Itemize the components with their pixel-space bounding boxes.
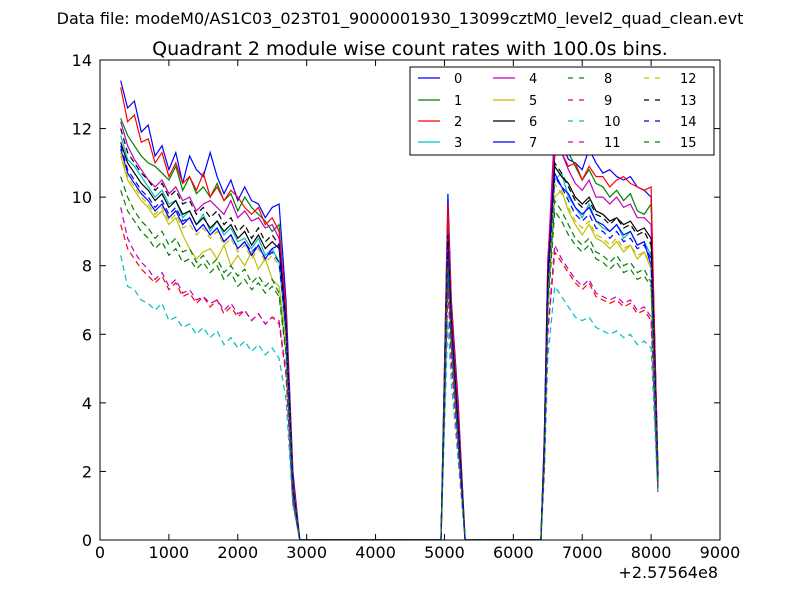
legend-label-13: 13 — [680, 94, 697, 109]
legend-label-9: 9 — [604, 94, 612, 109]
y-tick-label: 8 — [82, 257, 92, 276]
series-line-7 — [120, 148, 659, 540]
y-tick-label: 0 — [82, 531, 92, 550]
legend-label-7: 7 — [529, 136, 537, 151]
x-tick-label: 1000 — [149, 543, 190, 562]
legend-label-2: 2 — [454, 115, 462, 130]
y-tick-label: 10 — [72, 188, 92, 207]
series-line-4 — [120, 121, 659, 540]
legend-box — [409, 66, 715, 156]
series-line-11 — [120, 207, 659, 540]
legend-label-1: 1 — [454, 94, 462, 109]
series-line-15 — [120, 190, 659, 540]
x-axis: 0 1000 2000 3000 4000 5000 6000 7000 8000 9000 — [95, 60, 740, 562]
y-tick-label: 14 — [72, 51, 92, 70]
series-line-0 — [120, 80, 659, 540]
series-line-1 — [120, 118, 659, 540]
series-line-8 — [120, 176, 659, 540]
series-line-3 — [120, 135, 659, 540]
series-line-14 — [120, 145, 659, 540]
series-line-10 — [120, 255, 659, 540]
x-tick-label: 9000 — [700, 543, 741, 562]
legend-label-14: 14 — [680, 115, 697, 130]
legend-label-0: 0 — [454, 72, 462, 87]
legend-label-3: 3 — [454, 136, 462, 151]
data-file-suptitle: Data file: modeM0/AS1C03_023T01_90000019… — [57, 9, 744, 29]
legend-label-4: 4 — [529, 72, 537, 87]
x-tick-label: 4000 — [355, 543, 396, 562]
x-tick-label: 8000 — [631, 543, 672, 562]
series-line-5 — [120, 155, 659, 540]
series-line-13 — [120, 128, 659, 540]
plot-frame — [99, 59, 721, 541]
x-offset-label: +2.57564e8 — [618, 563, 718, 582]
plot-area — [120, 80, 659, 540]
x-tick-label: 7000 — [562, 543, 603, 562]
legend-label-11: 11 — [604, 136, 621, 151]
x-tick-label: 6000 — [493, 543, 534, 562]
y-tick-label: 12 — [72, 120, 92, 139]
y-tick-label: 4 — [82, 394, 92, 413]
x-tick-label: 3000 — [286, 543, 327, 562]
series-line-12 — [120, 152, 659, 540]
series-line-9 — [120, 224, 659, 540]
x-tick-label: 2000 — [217, 543, 258, 562]
series-line-6 — [120, 142, 659, 540]
legend-label-15: 15 — [680, 136, 697, 151]
y-tick-label: 6 — [82, 325, 92, 344]
series-line-2 — [120, 87, 659, 540]
legend-label-6: 6 — [529, 115, 537, 130]
legend-label-10: 10 — [604, 115, 621, 130]
chart-title: Quadrant 2 module wise count rates with … — [152, 38, 668, 60]
series-layer — [120, 80, 659, 540]
x-tick-label: 0 — [95, 543, 105, 562]
x-tick-label: 5000 — [424, 543, 465, 562]
legend-label-5: 5 — [529, 94, 537, 109]
legend-label-12: 12 — [680, 72, 697, 87]
y-tick-label: 2 — [82, 462, 92, 481]
legend-label-8: 8 — [604, 72, 612, 87]
